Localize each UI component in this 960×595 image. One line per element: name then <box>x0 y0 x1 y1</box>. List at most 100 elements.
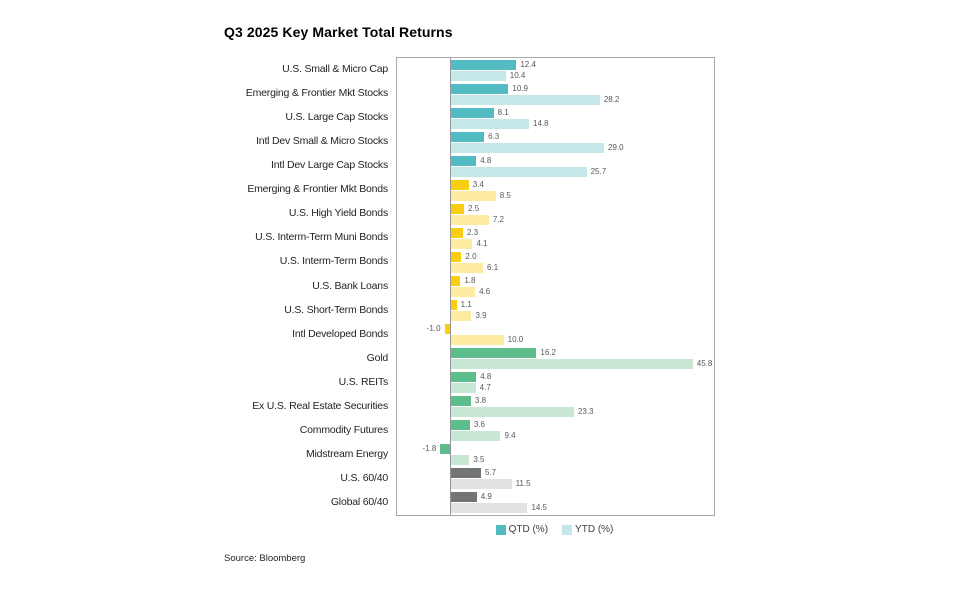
bar-value-label: 23.3 <box>577 407 594 417</box>
ytd-bar <box>450 286 476 297</box>
legend-item-qtd: QTD (%) <box>495 524 549 535</box>
bar-value-label: 3.6 <box>473 420 485 430</box>
ytd-bar <box>450 503 528 514</box>
qtd-bar <box>450 227 463 238</box>
ytd-bar <box>450 262 484 273</box>
bar-value-label: 12.4 <box>520 59 536 69</box>
bar-value-label: 10.0 <box>507 335 524 345</box>
bar-value-label: 3.5 <box>473 455 485 465</box>
qtd-bar <box>450 396 471 407</box>
category-label: U.S. Bank Loans <box>312 279 388 292</box>
qtd-bar <box>450 155 477 166</box>
qtd-legend-label: QTD (%) <box>508 524 549 535</box>
bar-value-label: 8.1 <box>497 107 509 117</box>
ytd-legend-label: YTD (%) <box>575 524 614 535</box>
bar-value-label: -1.8 <box>422 444 437 454</box>
ytd-bar <box>450 166 587 177</box>
category-label: U.S. Interm-Term Bonds <box>279 255 388 268</box>
qtd-bar <box>450 131 485 142</box>
bar-value-label: -1.0 <box>426 324 441 334</box>
ytd-bar <box>450 142 605 153</box>
category-label: Midstream Energy <box>306 447 388 460</box>
category-axis: U.S. Small & Micro Cap Emerging & Frontie… <box>210 57 388 514</box>
ytd-bar <box>450 455 470 466</box>
category-label: U.S. High Yield Bonds <box>288 207 388 220</box>
qtd-bar <box>440 444 450 455</box>
category-label: Commodity Futures <box>299 423 388 436</box>
category-label: U.S. Interm-Term Muni Bonds <box>255 231 388 244</box>
ytd-bar <box>450 118 530 129</box>
bar-value-label: 10.9 <box>512 83 528 93</box>
qtd-bar <box>450 59 517 70</box>
ytd-bar <box>450 190 496 201</box>
bar-value-label: 4.8 <box>480 155 492 165</box>
ytd-legend-swatch <box>562 524 573 535</box>
qtd-bar <box>450 83 509 94</box>
qtd-bar <box>450 179 469 190</box>
qtd-bar <box>450 251 462 262</box>
bar-value-label: 4.7 <box>479 383 491 393</box>
bar-value-label: 6.3 <box>488 131 500 141</box>
bar-value-label: 1.8 <box>464 275 476 285</box>
qtd-bar <box>450 348 537 359</box>
qtd-bar <box>450 300 457 311</box>
bar-value-label: 28.2 <box>603 94 620 104</box>
plot-area: 12.4 10.4 10.9 28.2 8.1 14.8 6.3 29.0 4.8 25.7 3.4… <box>396 57 715 516</box>
category-label: Emerging & Frontier Mkt Bonds <box>247 183 388 196</box>
category-label: U.S. 60/40 <box>340 471 388 484</box>
bar-value-label: 10.4 <box>509 70 526 80</box>
bar-value-label: 29.0 <box>608 142 624 152</box>
category-label: Global 60/40 <box>330 495 388 508</box>
bar-value-label: 4.1 <box>476 238 488 248</box>
ytd-bar <box>450 238 473 249</box>
bar-value-label: 3.4 <box>472 179 484 189</box>
qtd-bar <box>450 107 494 118</box>
source-attribution: Source: Bloomberg <box>224 553 306 564</box>
ytd-bar <box>450 431 501 442</box>
ytd-bar <box>450 311 472 322</box>
qtd-bar <box>450 372 477 383</box>
qtd-legend-swatch <box>495 524 506 535</box>
ytd-bar <box>450 335 504 346</box>
qtd-bar <box>450 468 481 479</box>
category-label: Intl Dev Large Cap Stocks <box>271 159 388 172</box>
category-label: Ex U.S. Real Estate Securities <box>252 399 388 412</box>
bar-value-label: 2.5 <box>468 203 480 213</box>
bar-value-label: 7.2 <box>492 214 504 224</box>
legend-item-ytd: YTD (%) <box>562 524 613 535</box>
bar-value-label: 4.8 <box>480 372 492 382</box>
zero-axis-line <box>449 58 451 515</box>
chart-legend: QTD (%) YTD (%) <box>396 524 713 535</box>
bar-value-label: 14.5 <box>531 503 548 513</box>
category-label: U.S. Short-Term Bonds <box>284 303 388 316</box>
qtd-bar <box>444 324 450 335</box>
bar-value-label: 14.8 <box>533 118 549 128</box>
ytd-bar <box>450 383 476 394</box>
bar-value-label: 2.3 <box>466 227 479 237</box>
bar-value-label: 3.8 <box>474 396 487 406</box>
category-label: U.S. Large Cap Stocks <box>285 111 388 124</box>
bar-value-label: 9.4 <box>504 431 516 441</box>
bar-value-label: 25.7 <box>590 166 607 176</box>
category-label: Intl Dev Small & Micro Stocks <box>256 135 388 148</box>
ytd-bar <box>450 214 489 225</box>
ytd-bar <box>450 359 693 370</box>
bar-value-label: 4.9 <box>480 492 492 502</box>
qtd-bar <box>450 420 470 431</box>
ytd-bar <box>450 70 506 81</box>
category-label: Gold <box>366 351 389 364</box>
qtd-bar <box>450 275 461 286</box>
ytd-bar <box>450 407 574 418</box>
bar-value-label: 4.6 <box>479 286 491 296</box>
category-label: Emerging & Frontier Mkt Stocks <box>245 87 388 100</box>
ytd-bar <box>450 479 512 490</box>
bar-value-label: 3.9 <box>475 311 487 321</box>
chart-title: Q3 2025 Key Market Total Returns <box>224 24 453 40</box>
bar-value-label: 2.0 <box>465 251 477 261</box>
bar-value-label: 16.2 <box>540 348 556 358</box>
bar-value-label: 11.5 <box>515 479 531 489</box>
bar-value-label: 8.5 <box>499 190 511 200</box>
qtd-bar <box>450 203 465 214</box>
category-label: Intl Developed Bonds <box>292 327 388 340</box>
